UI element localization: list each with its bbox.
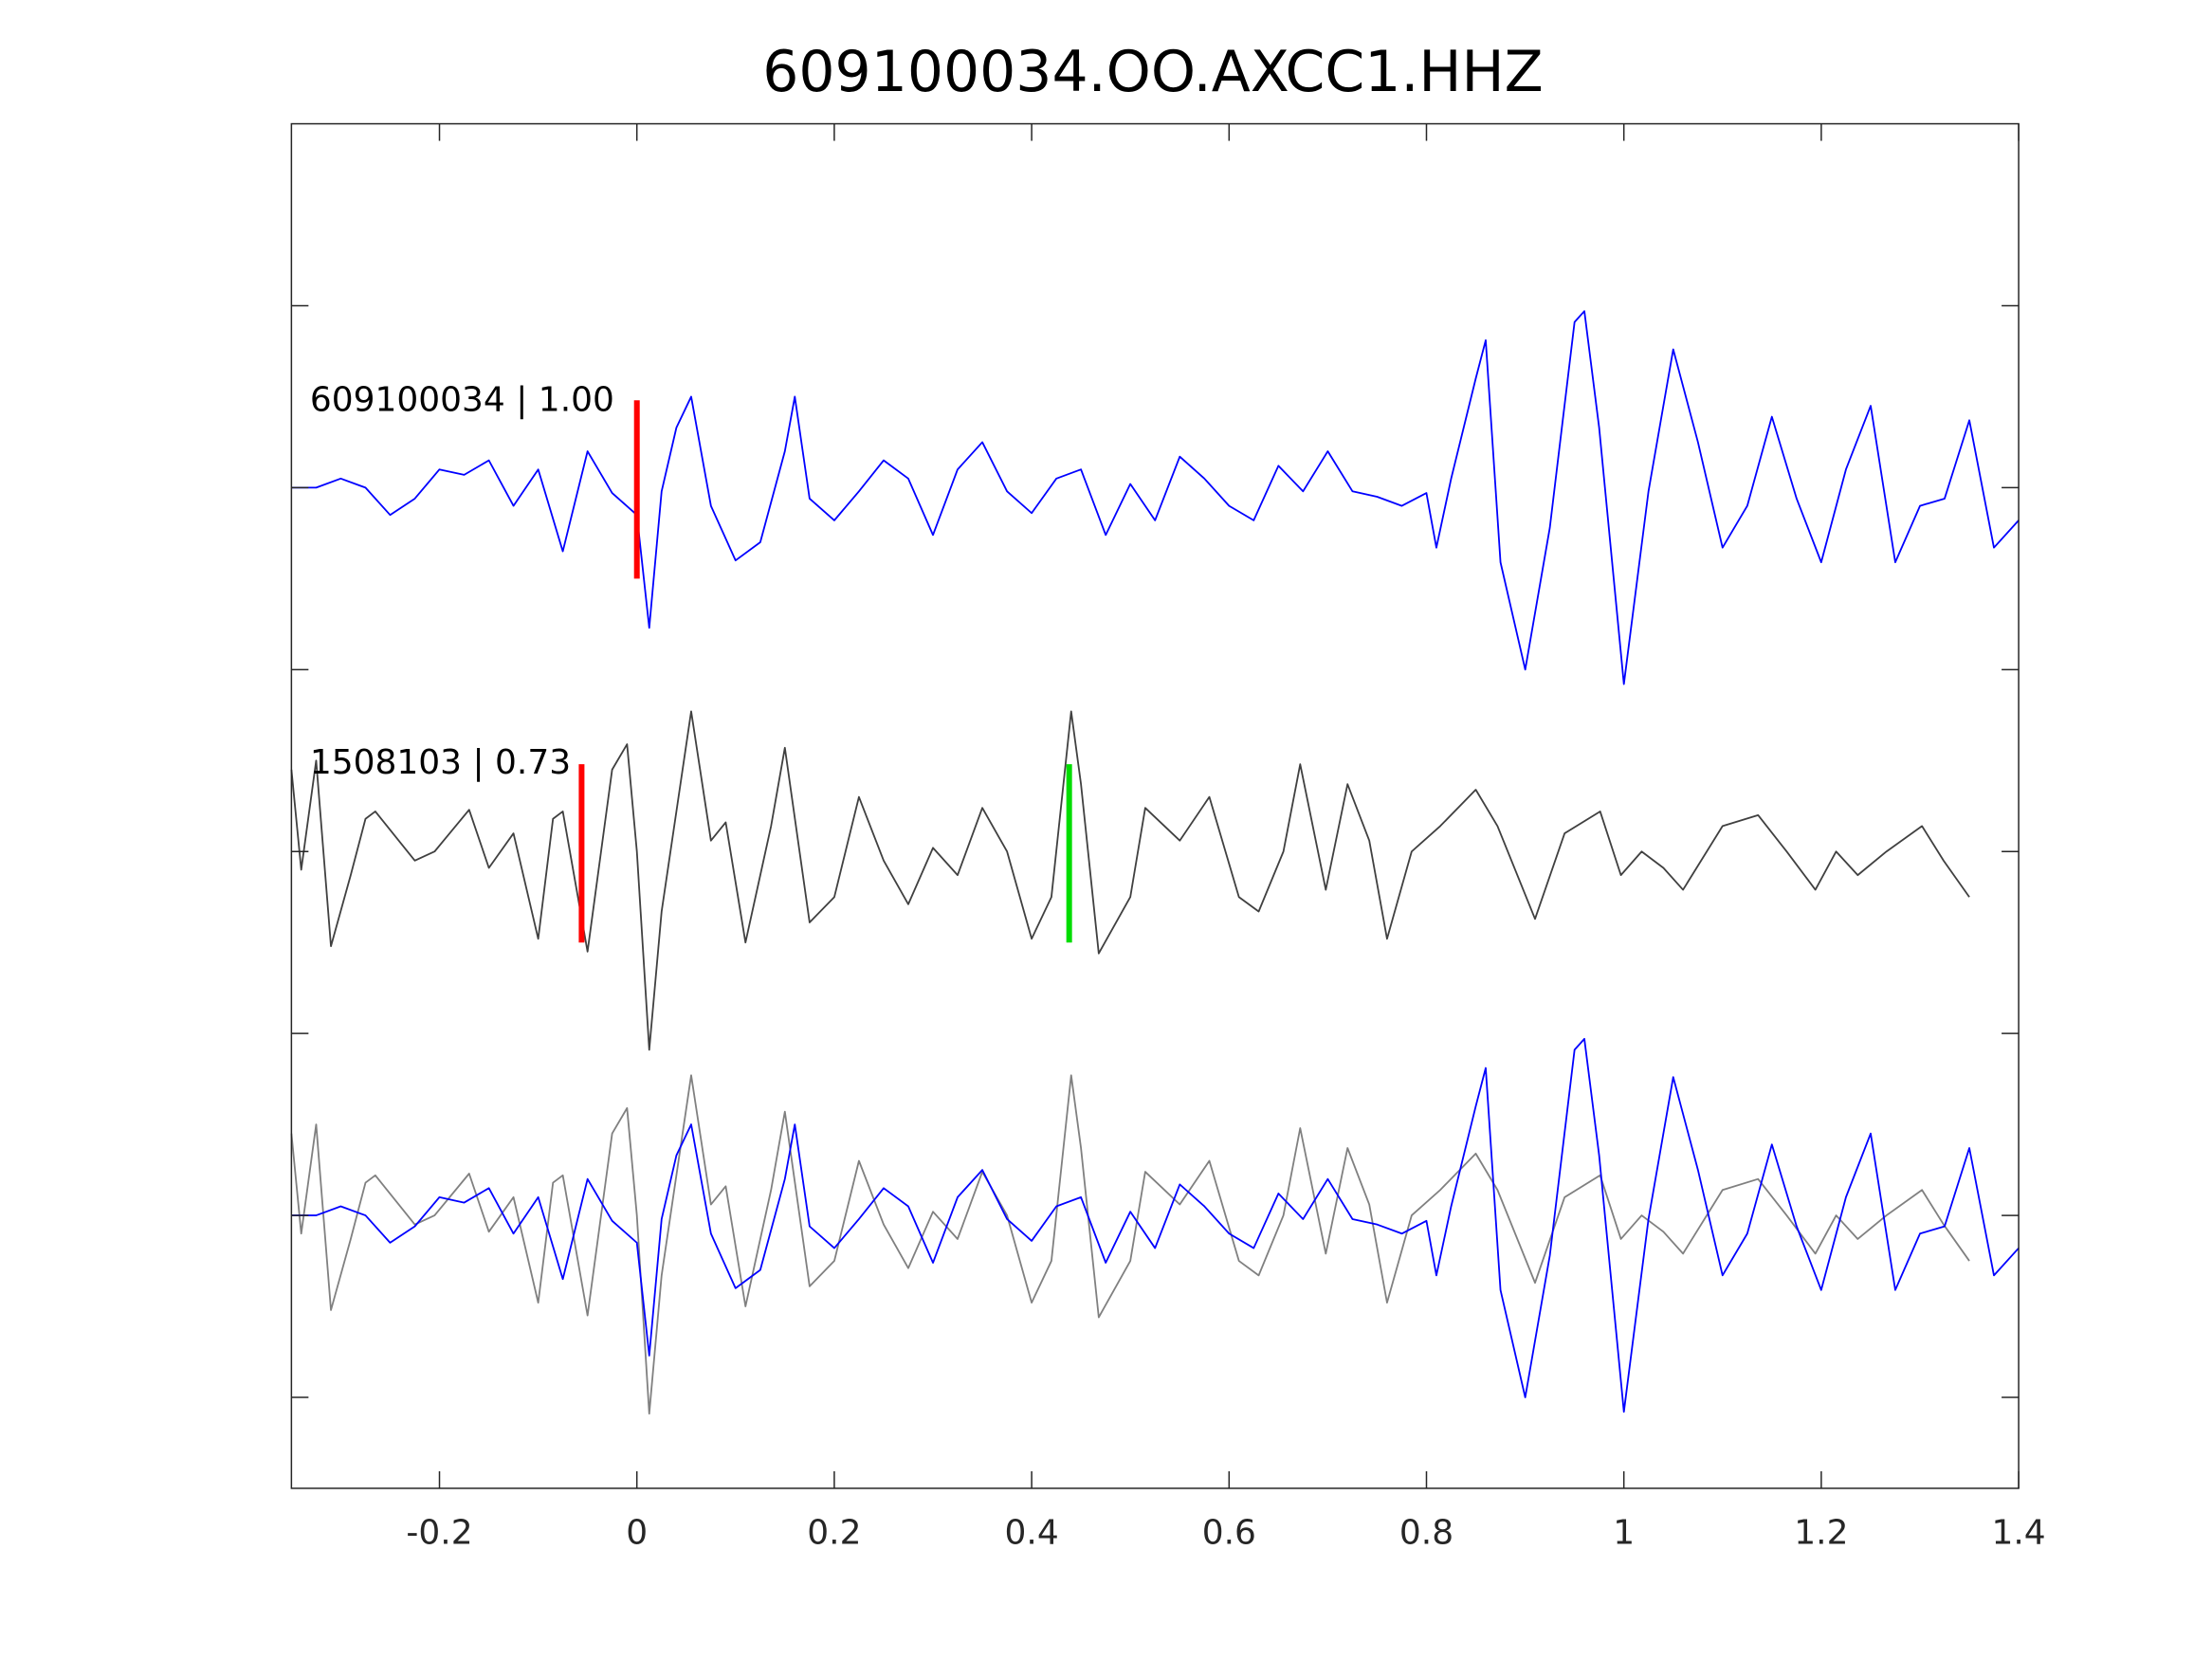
x-tick-label: -0.2	[406, 1513, 472, 1552]
trace-label-1: 609100034 | 1.00	[310, 380, 614, 419]
x-tick-label: 0.8	[1399, 1513, 1453, 1552]
axis-ticks: -0.2 0 0.2 0.4 0.6 0.8 1 1.2 1.4	[291, 123, 2046, 1552]
chart-title: 609100034.OO.AXCC1.HHZ	[762, 39, 1543, 105]
x-tick-label: 0.4	[1005, 1513, 1059, 1552]
x-tick-label: 1	[1613, 1513, 1635, 1552]
trace-line-1508103-panel-2	[290, 710, 1970, 1051]
x-tick-label: 0	[626, 1513, 648, 1552]
x-tick-label: 1.2	[1794, 1513, 1848, 1552]
trace-label-2: 1508103 | 0.73	[310, 743, 571, 782]
trace-line-609100034-panel-1	[291, 310, 2020, 685]
traces	[290, 310, 2020, 1415]
x-tick-label: 1.4	[1991, 1513, 2045, 1552]
x-tick-label: 0.2	[807, 1513, 861, 1552]
picks	[578, 400, 1072, 943]
plot-frame	[290, 122, 2020, 1489]
trace-line-1508103-panel-3	[290, 1074, 1970, 1415]
x-tick-label: 0.6	[1202, 1513, 1256, 1552]
trace-line-609100034-panel-4	[291, 1037, 2020, 1413]
